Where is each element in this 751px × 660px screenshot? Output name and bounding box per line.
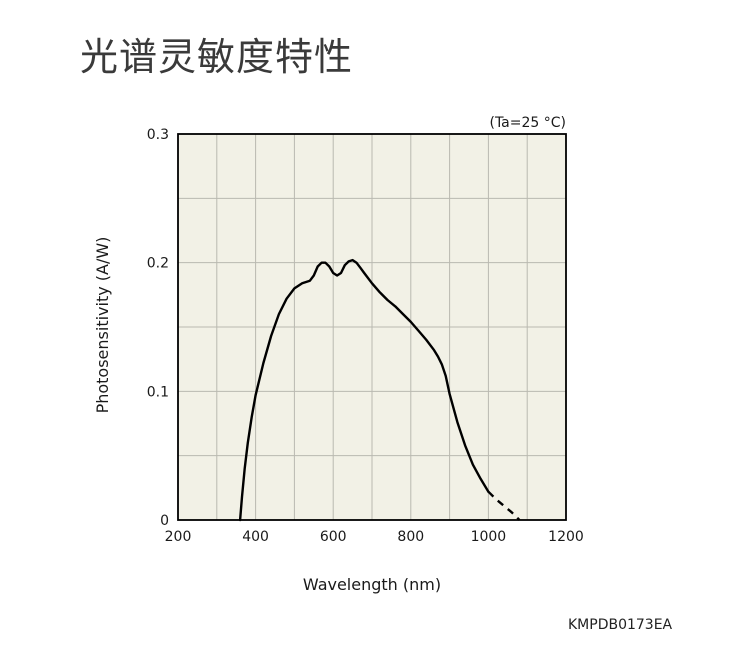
x-tick-label: 1000 xyxy=(471,529,507,545)
y-tick-label: 0.2 xyxy=(147,256,169,272)
series-layer xyxy=(238,258,521,522)
x-tick-label: 600 xyxy=(320,529,347,545)
grid-layer xyxy=(178,134,566,520)
response-curve-extrapolated xyxy=(487,490,521,521)
x-tick-label: 800 xyxy=(397,529,424,545)
y-tick-label: 0.1 xyxy=(147,384,169,400)
x-tick-label: 200 xyxy=(165,529,192,545)
x-tick-label: 400 xyxy=(242,529,269,545)
condition-label: (Ta=25 °C) xyxy=(489,115,566,131)
x-axis-label: Wavelength (nm) xyxy=(303,575,441,594)
plot-frame xyxy=(177,133,567,521)
y-tick-label: 0 xyxy=(160,513,169,529)
response-curve xyxy=(238,258,490,522)
x-tick-label: 1200 xyxy=(548,529,584,545)
tick-layer: 200 400 600 800 1000 1200 0 0.1 0.2 0.3 xyxy=(147,127,584,545)
y-axis-label: Photosensitivity (A/W) xyxy=(93,237,112,414)
y-tick-label: 0.3 xyxy=(147,127,169,143)
page-title: 光谱灵敏度特性 xyxy=(80,35,354,79)
document-code: KMPDB0173EA xyxy=(568,617,673,633)
